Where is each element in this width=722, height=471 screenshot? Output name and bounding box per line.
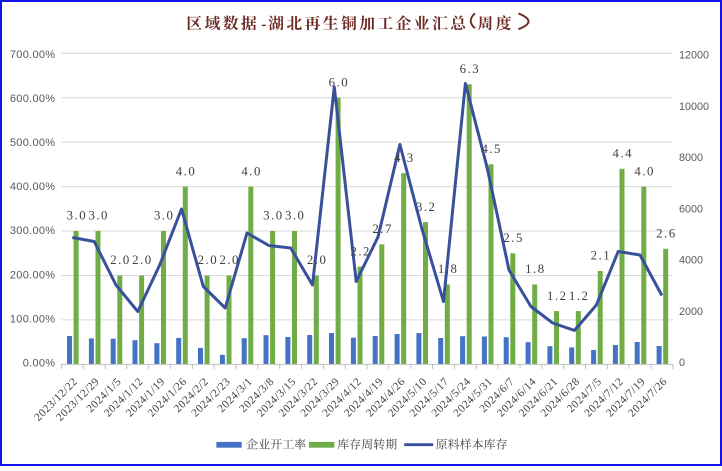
svg-text:3.0: 3.0 [263,209,284,223]
svg-text:500.00%: 500.00% [10,137,56,149]
svg-text:1.2: 1.2 [547,289,568,303]
svg-text:4.5: 4.5 [481,142,502,156]
svg-text:3.0: 3.0 [67,209,88,223]
svg-text:6000: 6000 [679,203,703,215]
svg-text:1.2: 1.2 [569,289,590,303]
svg-text:4.3: 4.3 [394,151,415,165]
svg-text:3.2: 3.2 [416,200,437,214]
svg-text:2.0: 2.0 [307,253,328,267]
svg-text:2.0: 2.0 [219,253,240,267]
svg-text:3.0: 3.0 [285,209,306,223]
svg-text:6.0: 6.0 [329,75,350,89]
svg-text:-: - [261,16,266,33]
svg-text:300.00%: 300.00% [10,225,56,237]
svg-text:0.00%: 0.00% [23,358,56,370]
svg-text:2.5: 2.5 [503,231,524,245]
svg-text:2.0: 2.0 [132,253,153,267]
svg-text:600.00%: 600.00% [10,93,56,105]
svg-text:2.0: 2.0 [110,253,131,267]
svg-text:6.3: 6.3 [460,62,481,76]
svg-text:2.6: 2.6 [656,227,677,241]
svg-text:3.0: 3.0 [88,209,109,223]
svg-text:1.8: 1.8 [438,262,459,276]
svg-text:4.4: 4.4 [613,147,634,161]
svg-text:3.0: 3.0 [154,209,175,223]
svg-text:4.0: 4.0 [241,164,262,178]
svg-text:4000: 4000 [679,255,703,267]
svg-text:1.8: 1.8 [525,262,546,276]
svg-text:2.1: 2.1 [591,249,612,263]
svg-text:12000: 12000 [679,50,709,62]
svg-text:4.0: 4.0 [176,164,197,178]
svg-text:100.00%: 100.00% [10,314,56,326]
svg-text:200.00%: 200.00% [10,269,56,281]
svg-text:4.0: 4.0 [634,164,655,178]
svg-text:2.7: 2.7 [372,222,393,236]
svg-text:2.2: 2.2 [350,244,371,258]
svg-text:2.0: 2.0 [198,253,219,267]
svg-text:400.00%: 400.00% [10,181,56,193]
svg-text:700.00%: 700.00% [10,49,56,61]
svg-text:10000: 10000 [679,101,709,113]
svg-text:0: 0 [679,357,685,369]
svg-text:2000: 2000 [679,306,703,318]
svg-text:8000: 8000 [679,152,703,164]
